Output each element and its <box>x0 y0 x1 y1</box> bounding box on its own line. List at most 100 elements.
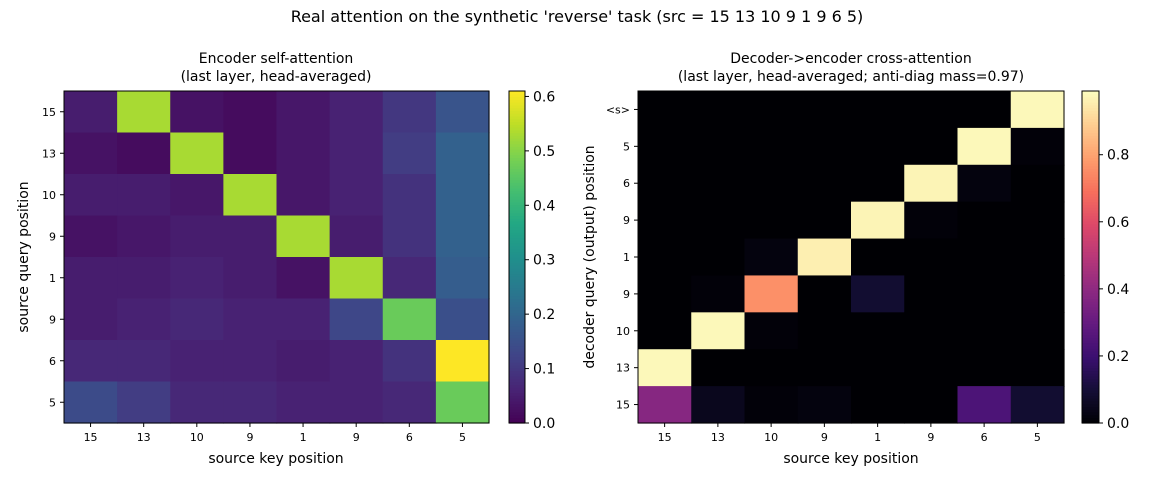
encoder-colorbar-segment <box>509 340 525 344</box>
encoder-colorbar-segment <box>509 276 525 280</box>
cross-heatmap-cell <box>744 238 799 277</box>
encoder-colorbar-segment <box>509 115 525 120</box>
cross-heatmap-cell <box>638 349 692 387</box>
cross-colorbar-segment <box>1082 129 1099 134</box>
cross-heatmap-cell <box>638 312 692 350</box>
encoder-heatmap-cell <box>382 257 437 300</box>
cross-heatmap-cell <box>851 127 905 166</box>
cross-colorbar-segment <box>1082 143 1099 147</box>
encoder-heatmap-cell <box>223 340 278 383</box>
encoder-colorbar-segment <box>509 218 525 222</box>
cross-heatmap-cell <box>744 349 799 387</box>
encoder-colorbar-segment <box>509 378 525 383</box>
encoder-colorbar-segment <box>509 290 525 294</box>
cross-heatmap-cell <box>691 349 746 387</box>
cross-colorbar-segment <box>1082 301 1099 305</box>
encoder-y-tick-label: 1 <box>49 272 56 285</box>
encoder-heatmap-cell <box>382 174 437 217</box>
cross-heatmap-cell <box>851 312 905 350</box>
encoder-colorbar-segment <box>509 110 525 114</box>
cross-heatmap-cell <box>638 127 692 166</box>
cross-colorbar-segment <box>1082 351 1099 355</box>
encoder-heatmap-cell <box>435 132 490 175</box>
encoder-x-tick-label: 9 <box>353 431 360 444</box>
cross-heatmap-cell <box>904 349 959 387</box>
encoder-colorbar-segment <box>509 160 525 164</box>
encoder-heatmap-cell <box>329 132 384 175</box>
cross-heatmap-cell <box>744 312 799 350</box>
encoder-colorbar-segment <box>509 223 525 228</box>
encoder-colorbar-segment <box>509 351 525 355</box>
cross-colorbar-segment <box>1082 102 1099 106</box>
cross-colorbar-segment <box>1082 364 1099 369</box>
cross-colorbar-segment <box>1082 201 1099 206</box>
encoder-colorbar-segment <box>509 279 525 283</box>
encoder-heatmap-cell <box>64 91 118 134</box>
cross-colorbar-segment <box>1082 254 1099 258</box>
encoder-colorbar-segment <box>509 207 525 211</box>
encoder-colorbar-tick-label: 0.4 <box>533 198 555 214</box>
cross-colorbar-tick-label: 0.6 <box>1107 215 1129 231</box>
cross-colorbar-segment <box>1082 262 1099 266</box>
cross-colorbar-segment <box>1082 132 1099 136</box>
cross-colorbar-segment <box>1082 226 1099 230</box>
cross-heatmap-cell <box>691 201 746 240</box>
encoder-heatmap-cell <box>382 381 437 424</box>
cross-y-tick-label: 9 <box>623 214 630 227</box>
encoder-heatmap-cell <box>329 174 384 217</box>
encoder-colorbar-segment <box>509 323 525 327</box>
cross-heatmap-cell <box>904 127 959 166</box>
cross-heatmap-title-line1: Decoder->encoder cross-attention <box>730 51 971 67</box>
cross-heatmap-cell <box>904 164 959 203</box>
encoder-heatmap-cell <box>170 340 224 383</box>
encoder-colorbar-segment <box>509 240 525 244</box>
encoder-heatmap-cell <box>329 340 384 383</box>
cross-x-tick-label: 9 <box>927 431 934 444</box>
cross-colorbar-segment <box>1082 381 1099 385</box>
encoder-colorbar-segment <box>509 201 525 206</box>
cross-colorbar-segment <box>1082 240 1099 244</box>
cross-heatmap-cell <box>638 386 692 424</box>
encoder-colorbar-segment <box>509 129 525 134</box>
encoder-colorbar-segment <box>509 140 525 145</box>
cross-heatmap-cell <box>851 91 905 129</box>
cross-heatmap-cell <box>1010 127 1065 166</box>
encoder-colorbar-segment <box>509 406 525 410</box>
cross-colorbar-segment <box>1082 375 1099 380</box>
encoder-colorbar-segment <box>509 262 525 266</box>
cross-colorbar-segment <box>1082 229 1099 233</box>
encoder-colorbar-segment <box>509 154 525 158</box>
encoder-colorbar-segment <box>509 367 525 372</box>
encoder-heatmap-cell <box>329 381 384 424</box>
encoder-heatmap-cell <box>117 381 171 424</box>
cross-heatmap-cell <box>1010 312 1065 350</box>
cross-heatmap-cell <box>797 127 852 166</box>
encoder-colorbar-segment <box>509 304 525 308</box>
encoder-heatmap-cell <box>382 215 437 258</box>
cross-colorbar-segment <box>1082 154 1099 158</box>
cross-colorbar-segment <box>1082 179 1099 183</box>
cross-heatmap-cell <box>957 349 1012 387</box>
encoder-colorbar-segment <box>509 138 525 142</box>
encoder-y-tick-label: 9 <box>49 313 56 326</box>
cross-y-tick-label: 6 <box>623 177 630 190</box>
cross-colorbar-segment <box>1082 323 1099 327</box>
encoder-heatmap-cell <box>435 340 490 383</box>
cross-colorbar-segment <box>1082 409 1099 413</box>
cross-colorbar-segment <box>1082 342 1099 347</box>
encoder-heatmap-cell <box>435 257 490 300</box>
encoder-colorbar-segment <box>509 254 525 258</box>
cross-colorbar-segment <box>1082 185 1099 189</box>
cross-heatmap-xlabel: source key position <box>783 451 918 467</box>
encoder-colorbar-segment <box>509 91 525 95</box>
encoder-colorbar-segment <box>509 179 525 183</box>
encoder-heatmap-cell <box>170 215 224 258</box>
cross-colorbar-segment <box>1082 110 1099 114</box>
cross-heatmap-cell <box>797 386 852 424</box>
cross-colorbar-segment <box>1082 295 1099 300</box>
encoder-y-tick-label: 9 <box>49 230 56 243</box>
encoder-colorbar-segment <box>509 168 525 172</box>
encoder-y-tick-label: 13 <box>42 147 56 160</box>
encoder-colorbar-tick-label: 0.6 <box>533 89 555 105</box>
